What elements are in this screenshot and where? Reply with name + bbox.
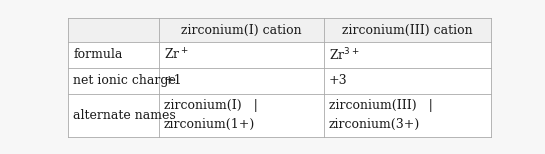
Text: Zr$^+$: Zr$^+$ bbox=[164, 47, 189, 62]
Bar bbox=[68, 42, 159, 68]
Text: +3: +3 bbox=[329, 74, 347, 87]
Text: net ionic charge: net ionic charge bbox=[73, 74, 176, 87]
Bar bbox=[68, 94, 159, 137]
Bar bbox=[68, 18, 159, 42]
Text: zirconium(I)   |: zirconium(I) | bbox=[164, 99, 258, 112]
Text: zirconium(I) cation: zirconium(I) cation bbox=[181, 24, 301, 36]
Bar bbox=[68, 68, 159, 94]
Text: zirconium(III)   |: zirconium(III) | bbox=[329, 99, 433, 112]
Text: alternate names: alternate names bbox=[73, 109, 176, 122]
Bar bbox=[159, 42, 324, 68]
Bar bbox=[159, 94, 324, 137]
Bar bbox=[324, 68, 490, 94]
Text: Zr$^{3+}$: Zr$^{3+}$ bbox=[329, 46, 359, 63]
Text: zirconium(III) cation: zirconium(III) cation bbox=[342, 24, 473, 36]
Bar bbox=[159, 18, 324, 42]
Bar bbox=[324, 94, 490, 137]
Text: zirconium(1+): zirconium(1+) bbox=[164, 118, 255, 131]
Bar bbox=[324, 18, 490, 42]
Text: formula: formula bbox=[73, 48, 123, 61]
Text: +1: +1 bbox=[164, 74, 183, 87]
Bar bbox=[324, 42, 490, 68]
Bar bbox=[159, 68, 324, 94]
Text: zirconium(3+): zirconium(3+) bbox=[329, 118, 420, 131]
